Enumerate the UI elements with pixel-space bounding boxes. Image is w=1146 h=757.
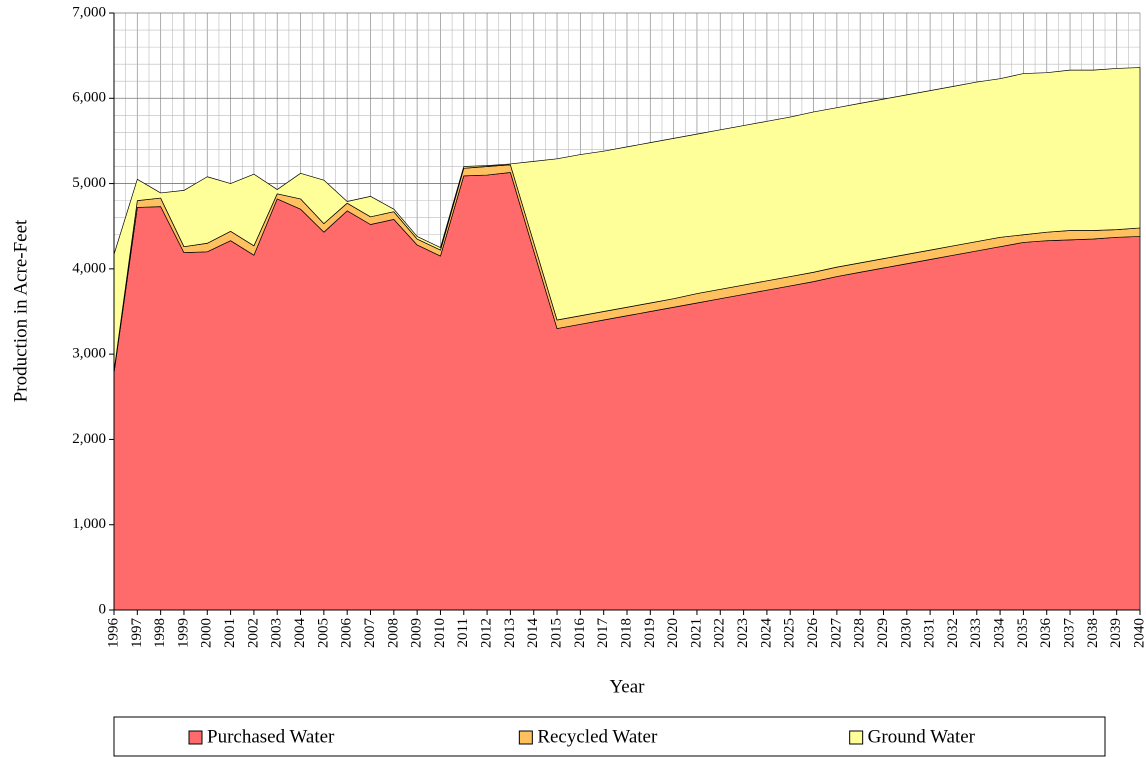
x-tick-label: 2010 [432, 618, 448, 648]
x-tick-label: 2030 [898, 618, 914, 648]
x-tick-label: 2016 [572, 618, 588, 649]
x-tick-label: 2028 [852, 618, 868, 648]
x-tick-label: 2035 [1015, 618, 1031, 648]
x-tick-label: 2034 [992, 617, 1008, 648]
x-tick-label: 2026 [805, 618, 821, 649]
y-tick-label: 2,000 [72, 431, 106, 447]
x-tick-label: 2029 [875, 618, 891, 648]
x-tick-label: 2040 [1131, 618, 1146, 648]
y-tick-label: 4,000 [72, 260, 106, 276]
x-tick-label: 2008 [385, 618, 401, 648]
legend-box [113, 716, 1106, 757]
x-tick-label: 2005 [315, 618, 331, 648]
y-tick-label: 3,000 [72, 346, 106, 362]
y-axis-title: Production in Acre-Feet [10, 219, 31, 402]
x-tick-label: 2013 [502, 618, 518, 648]
x-tick-label: 2022 [712, 618, 728, 648]
x-tick-label: 2000 [199, 618, 215, 648]
x-tick-label: 1999 [175, 618, 191, 648]
x-tick-label: 2015 [548, 618, 564, 648]
x-tick-label: 2012 [479, 618, 495, 648]
legend-swatch [188, 730, 203, 745]
area [113, 67, 1141, 372]
x-tick-label: 2004 [292, 618, 308, 649]
y-tick-label: 7,000 [72, 4, 106, 20]
x-tick-label: 2009 [409, 618, 425, 648]
legend-label: Ground Water [868, 726, 976, 747]
x-tick-label: 2002 [245, 618, 261, 648]
x-tick-label: 2006 [339, 618, 355, 649]
x-tick-label: 2017 [595, 618, 611, 649]
x-tick-label: 2037 [1061, 618, 1077, 649]
x-tick-label: 1996 [105, 618, 121, 649]
x-tick-label: 2018 [618, 618, 634, 648]
legend-swatch [849, 730, 864, 745]
y-tick-label: 0 [99, 601, 107, 617]
x-tick-label: 2021 [688, 618, 704, 648]
x-axis-title: Year [609, 676, 645, 697]
x-tick-label: 2036 [1038, 618, 1054, 649]
x-tick-label: 2025 [782, 618, 798, 648]
x-tick-label: 2032 [945, 618, 961, 648]
x-tick-label: 2020 [665, 618, 681, 648]
x-tick-label: 2014 [525, 618, 541, 649]
x-tick-label: 2039 [1108, 618, 1124, 648]
y-tick-label: 6,000 [72, 90, 106, 106]
legend-swatch [518, 730, 533, 745]
x-tick-label: 1997 [129, 618, 145, 649]
legend-label: Purchased Water [207, 726, 335, 747]
x-tick-label: 2027 [828, 618, 844, 649]
x-tick-label: 2019 [642, 618, 658, 648]
x-tick-label: 2033 [968, 618, 984, 648]
x-tick-label: 2001 [222, 618, 238, 648]
y-tick-label: 1,000 [72, 516, 106, 532]
x-tick-label: 2031 [922, 618, 938, 648]
y-tick-label: 5,000 [72, 175, 106, 191]
x-tick-label: 2007 [362, 618, 378, 649]
legend-label: Recycled Water [537, 726, 658, 747]
x-tick-label: 2011 [455, 618, 471, 647]
x-tick-label: 2024 [758, 618, 774, 649]
x-tick-label: 2003 [269, 618, 285, 648]
x-tick-label: 2023 [735, 618, 751, 648]
x-tick-label: 2038 [1085, 618, 1101, 648]
x-tick-label: 1998 [152, 618, 168, 648]
